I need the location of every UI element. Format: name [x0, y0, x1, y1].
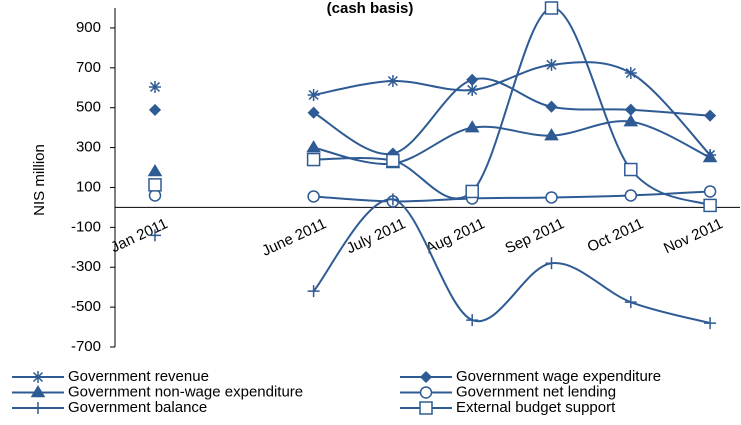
legend-label: Government balance: [68, 399, 207, 416]
x-tick-label: July 2011: [344, 215, 408, 257]
y-tick-label: 900: [76, 19, 101, 36]
legend-marker: [419, 370, 433, 384]
marker: [623, 114, 639, 127]
y-tick-label: 500: [76, 99, 101, 116]
marker: [624, 67, 637, 80]
x-tick-label: Aug 2011: [423, 215, 487, 257]
legend-marker: [32, 402, 44, 414]
legend-marker: [419, 386, 433, 399]
marker: [386, 153, 400, 168]
series: [148, 1, 717, 213]
marker: [464, 120, 480, 133]
marker: [624, 162, 638, 177]
y-tick-label: 100: [76, 178, 101, 195]
series: [148, 185, 717, 208]
marker: [386, 74, 399, 87]
series: [149, 58, 717, 161]
legend-marker: [419, 401, 433, 415]
marker: [544, 1, 559, 15]
marker: [307, 106, 320, 119]
series-line: [313, 120, 711, 165]
marker: [466, 83, 479, 96]
legend-label: External budget support: [456, 399, 616, 416]
marker: [466, 73, 479, 86]
marker: [545, 100, 558, 113]
marker: [149, 80, 161, 93]
marker: [307, 88, 320, 101]
marker: [702, 150, 718, 163]
y-tick-label: 300: [76, 139, 101, 156]
y-tick-label: -300: [71, 258, 101, 275]
series: [149, 193, 717, 330]
x-tick-label: June 2011: [259, 215, 329, 260]
marker: [465, 184, 479, 199]
marker: [149, 229, 161, 242]
series-line: [313, 190, 711, 203]
y-tick-label: -700: [71, 338, 101, 355]
marker: [703, 185, 717, 198]
x-tick-label: Jan 2011: [108, 215, 170, 256]
legend-marker: [32, 371, 44, 383]
marker: [307, 285, 320, 298]
marker: [624, 189, 638, 202]
series: [148, 73, 717, 160]
y-tick-label: 700: [76, 59, 101, 76]
legend-label: Government revenue: [68, 368, 209, 385]
marker: [307, 190, 320, 203]
x-tick-label: Sep 2011: [502, 215, 566, 257]
series-line: [313, 6, 711, 207]
series: [147, 114, 718, 177]
legend-label: Government net lending: [456, 383, 616, 400]
legend-label: Government non-wage expenditure: [68, 383, 303, 400]
marker: [306, 140, 321, 153]
y-axis-label: NIS million: [31, 144, 48, 216]
marker: [544, 128, 559, 141]
series-line: [312, 198, 711, 325]
marker: [466, 314, 479, 327]
marker: [147, 164, 163, 177]
marker: [624, 296, 637, 309]
marker: [704, 317, 717, 330]
marker: [704, 109, 717, 122]
marker: [545, 257, 558, 270]
marker: [703, 198, 717, 213]
marker: [545, 191, 558, 204]
legend-label: Government wage expenditure: [456, 368, 661, 385]
x-tick-label: Oct 2011: [585, 215, 646, 256]
marker: [148, 178, 162, 192]
marker: [545, 58, 558, 71]
y-tick-label: -500: [71, 298, 101, 315]
chart-title: (cash basis): [327, 0, 414, 17]
marker: [306, 152, 321, 167]
series-line: [313, 61, 711, 156]
marker: [624, 103, 637, 116]
y-tick-label: -100: [71, 218, 101, 235]
marker: [386, 193, 399, 206]
marker: [148, 103, 162, 116]
x-tick-label: Nov 2011: [661, 215, 725, 257]
legend-marker: [30, 385, 46, 398]
